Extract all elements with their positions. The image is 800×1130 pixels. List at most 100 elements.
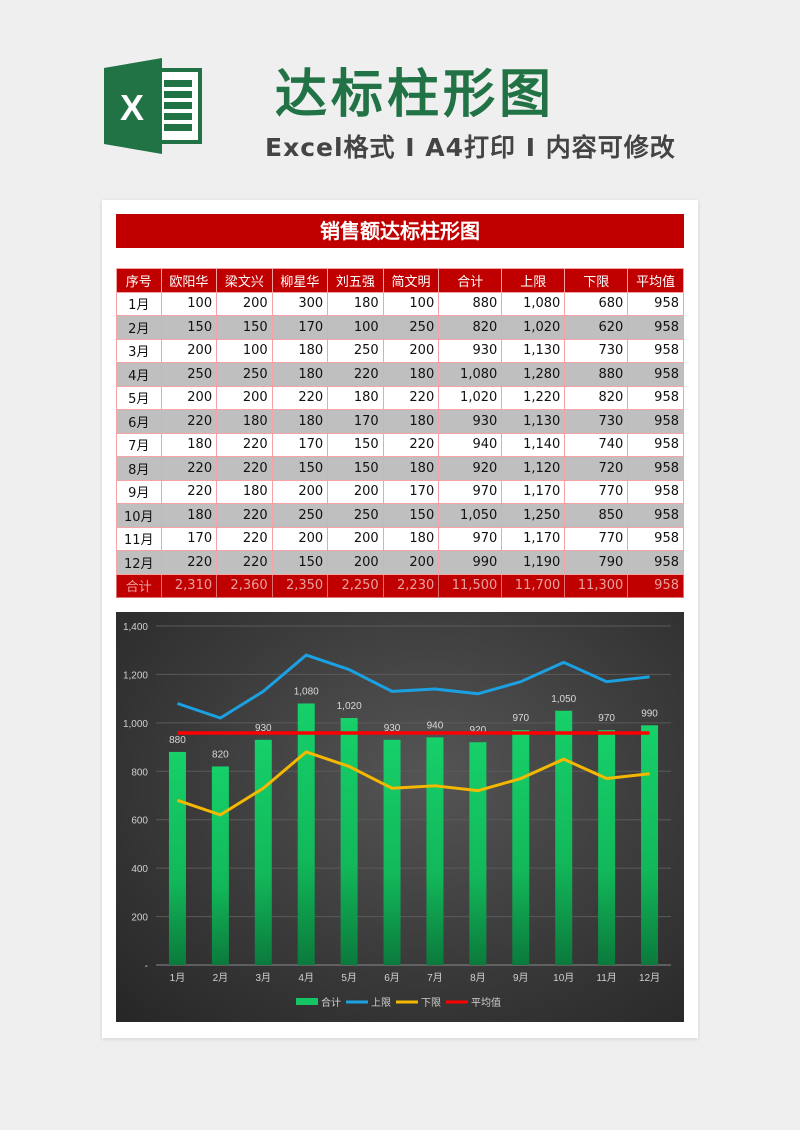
table-cell[interactable]: 100 (216, 338, 273, 363)
table-cell[interactable]: 220 (216, 456, 273, 481)
line-series-2[interactable] (176, 750, 650, 817)
table-cell[interactable]: 2月 (116, 315, 162, 340)
table-cell[interactable]: 180 (327, 291, 384, 316)
bar-total[interactable] (297, 703, 315, 965)
bar-total[interactable] (426, 737, 444, 965)
table-cell[interactable]: 180 (327, 385, 384, 410)
table-cell[interactable]: 200 (271, 526, 329, 551)
table-cell[interactable]: 958 (627, 550, 684, 575)
table-cell[interactable]: 1,120 (501, 456, 566, 481)
table-cell[interactable]: 150 (271, 456, 329, 481)
table-cell[interactable]: 180 (382, 456, 440, 481)
total-cell[interactable]: 2,230 (382, 573, 440, 598)
table-cell[interactable]: 180 (382, 409, 440, 434)
table-cell[interactable]: 150 (327, 432, 384, 457)
table-cell[interactable]: 1,080 (438, 362, 503, 387)
table-cell[interactable]: 930 (438, 338, 503, 363)
bar-total[interactable] (512, 730, 530, 965)
table-cell[interactable]: 1,250 (501, 503, 566, 528)
table-cell[interactable]: 200 (327, 550, 384, 575)
table-cell[interactable]: 250 (216, 362, 273, 387)
table-cell[interactable]: 820 (438, 315, 503, 340)
table-cell[interactable]: 220 (160, 409, 218, 434)
table-cell[interactable]: 850 (564, 503, 629, 528)
table-cell[interactable]: 7月 (116, 432, 162, 457)
bar-total[interactable] (469, 742, 487, 965)
table-cell[interactable]: 4月 (116, 362, 162, 387)
table-cell[interactable]: 958 (627, 432, 684, 457)
table-cell[interactable]: 200 (327, 526, 384, 551)
bar-total[interactable] (254, 739, 272, 965)
table-cell[interactable]: 1,130 (501, 338, 566, 363)
table-cell[interactable]: 970 (438, 479, 503, 504)
bar-total[interactable] (168, 751, 186, 965)
table-cell[interactable]: 220 (216, 503, 273, 528)
table-cell[interactable]: 200 (327, 479, 384, 504)
table-cell[interactable]: 740 (564, 432, 629, 457)
table-cell[interactable]: 12月 (116, 550, 162, 575)
table-cell[interactable]: 6月 (116, 409, 162, 434)
table-cell[interactable]: 1,170 (501, 526, 566, 551)
total-cell[interactable]: 合计 (116, 573, 162, 598)
total-cell[interactable]: 11,300 (564, 573, 629, 598)
table-cell[interactable]: 220 (271, 385, 329, 410)
table-cell[interactable]: 200 (160, 338, 218, 363)
table-cell[interactable]: 100 (327, 315, 384, 340)
table-cell[interactable]: 250 (160, 362, 218, 387)
table-cell[interactable]: 180 (271, 409, 329, 434)
table-cell[interactable]: 940 (438, 432, 503, 457)
table-cell[interactable]: 770 (564, 526, 629, 551)
table-cell[interactable]: 1,080 (501, 291, 566, 316)
table-cell[interactable]: 180 (271, 362, 329, 387)
line-series-1[interactable] (176, 653, 650, 720)
table-cell[interactable]: 990 (438, 550, 503, 575)
total-cell[interactable]: 2,250 (327, 573, 384, 598)
table-cell[interactable]: 180 (160, 432, 218, 457)
table-cell[interactable]: 680 (564, 291, 629, 316)
table-cell[interactable]: 1,170 (501, 479, 566, 504)
table-cell[interactable]: 730 (564, 409, 629, 434)
table-cell[interactable]: 790 (564, 550, 629, 575)
table-cell[interactable]: 820 (564, 385, 629, 410)
bar-total[interactable] (641, 725, 659, 965)
table-cell[interactable]: 220 (160, 550, 218, 575)
table-cell[interactable]: 1月 (116, 291, 162, 316)
total-cell[interactable]: 2,350 (271, 573, 329, 598)
table-cell[interactable]: 1,190 (501, 550, 566, 575)
table-cell[interactable]: 958 (627, 338, 684, 363)
table-cell[interactable]: 220 (327, 362, 384, 387)
table-cell[interactable]: 100 (160, 291, 218, 316)
table-cell[interactable]: 220 (216, 526, 273, 551)
table-cell[interactable]: 1,020 (501, 315, 566, 340)
bar-total[interactable] (340, 718, 358, 965)
table-cell[interactable]: 170 (271, 432, 329, 457)
table-cell[interactable]: 970 (438, 526, 503, 551)
table-cell[interactable]: 1,050 (438, 503, 503, 528)
table-cell[interactable]: 1,280 (501, 362, 566, 387)
table-cell[interactable]: 930 (438, 409, 503, 434)
table-cell[interactable]: 150 (160, 315, 218, 340)
table-cell[interactable]: 150 (271, 550, 329, 575)
bar-total[interactable] (383, 739, 401, 965)
table-cell[interactable]: 200 (382, 338, 440, 363)
table-cell[interactable]: 200 (160, 385, 218, 410)
table-cell[interactable]: 880 (564, 362, 629, 387)
table-cell[interactable]: 958 (627, 315, 684, 340)
table-cell[interactable]: 620 (564, 315, 629, 340)
table-cell[interactable]: 200 (216, 291, 273, 316)
total-cell[interactable]: 2,310 (160, 573, 218, 598)
table-cell[interactable]: 8月 (116, 456, 162, 481)
table-cell[interactable]: 180 (382, 526, 440, 551)
table-cell[interactable]: 180 (382, 362, 440, 387)
table-cell[interactable]: 958 (627, 479, 684, 504)
table-cell[interactable]: 220 (160, 456, 218, 481)
table-cell[interactable]: 958 (627, 362, 684, 387)
table-cell[interactable]: 5月 (116, 385, 162, 410)
table-cell[interactable]: 170 (160, 526, 218, 551)
table-cell[interactable]: 200 (216, 385, 273, 410)
table-cell[interactable]: 958 (627, 526, 684, 551)
table-cell[interactable]: 180 (216, 479, 273, 504)
table-cell[interactable]: 170 (327, 409, 384, 434)
table-cell[interactable]: 170 (382, 479, 440, 504)
table-cell[interactable]: 220 (160, 479, 218, 504)
